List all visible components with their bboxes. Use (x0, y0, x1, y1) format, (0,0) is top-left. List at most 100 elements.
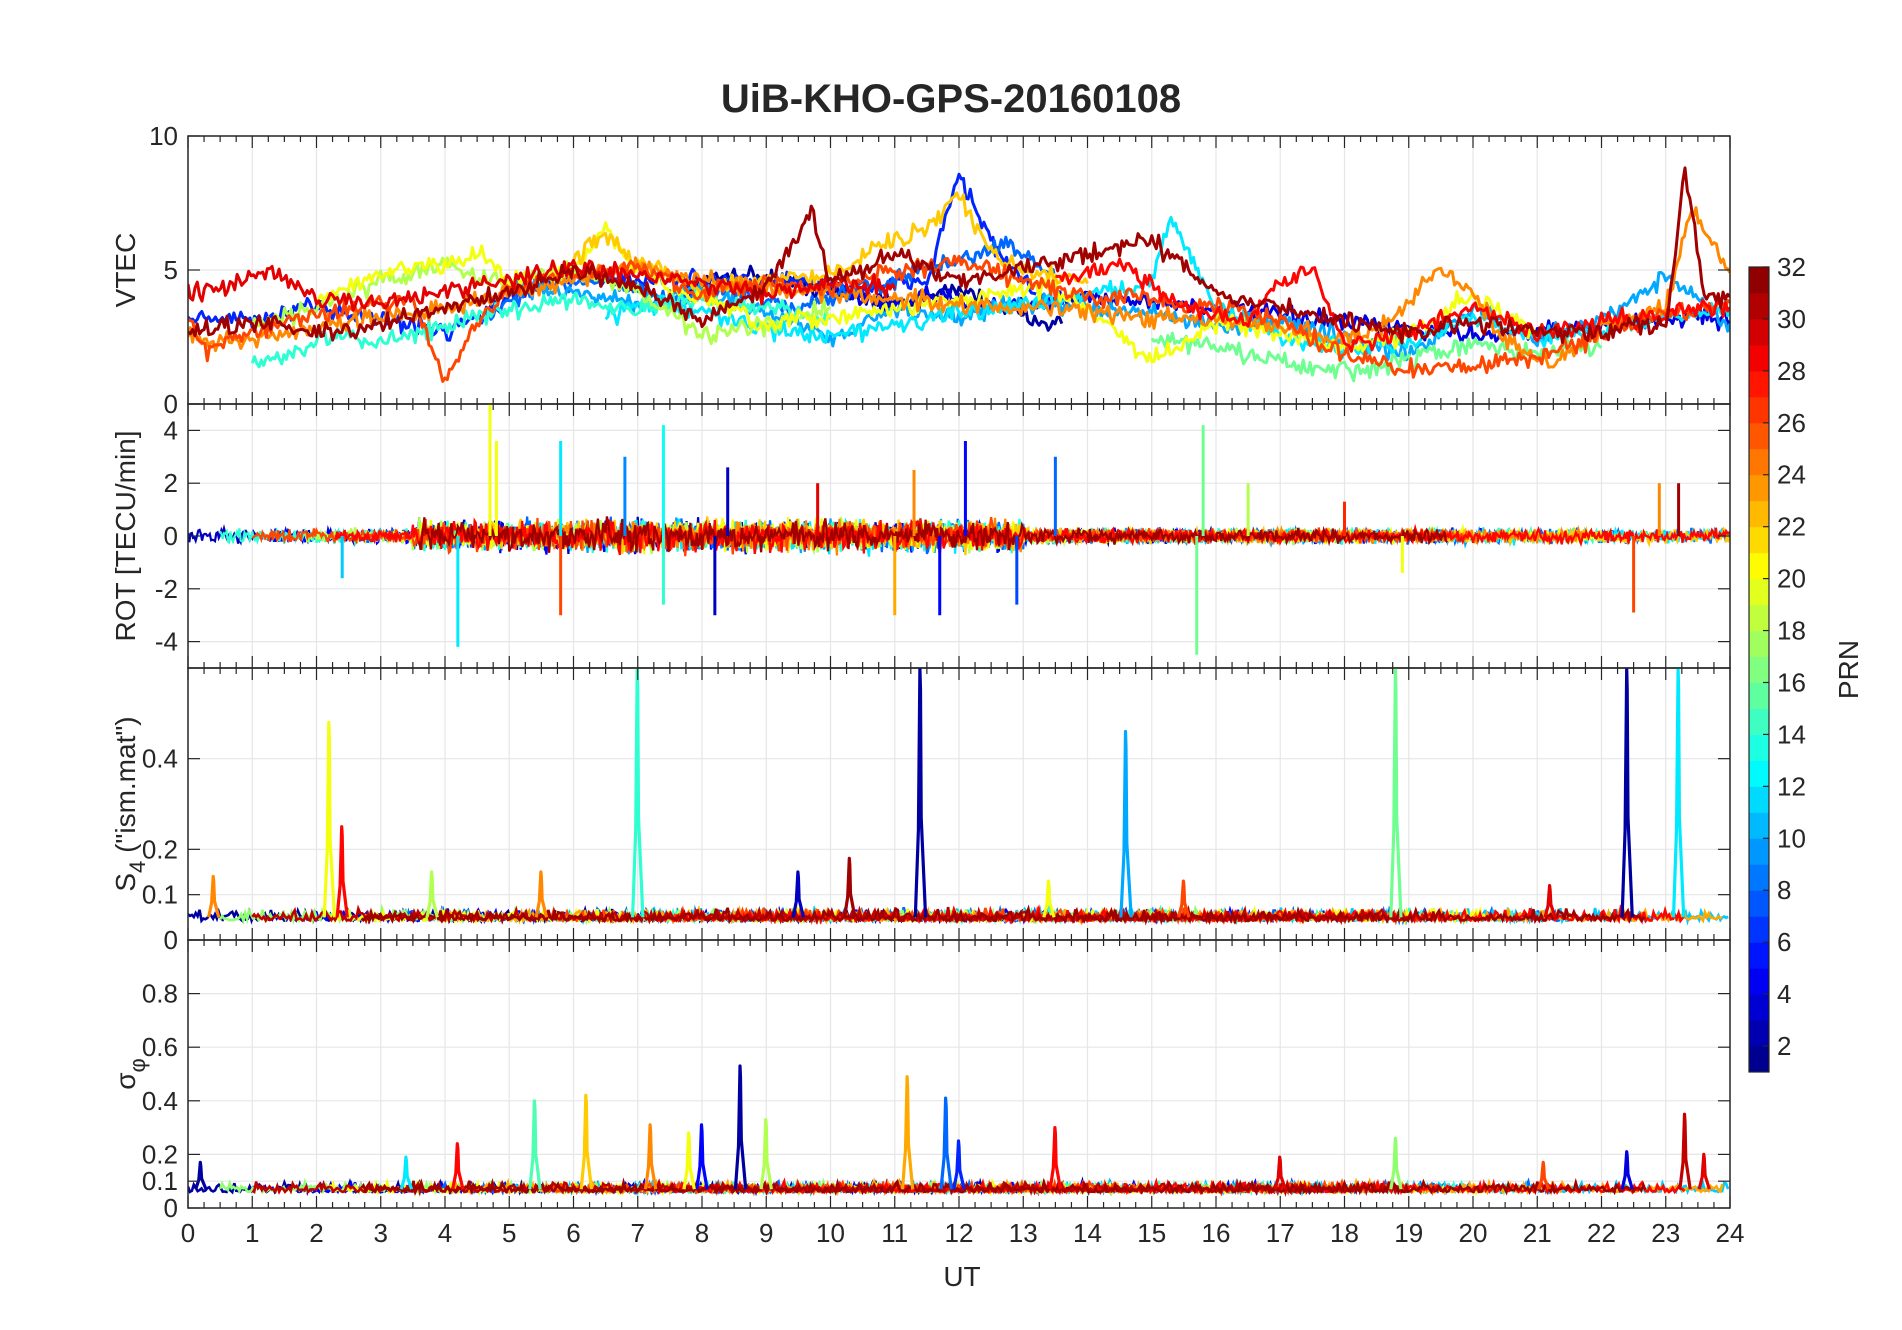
panel-3: 0 0.1 0.2 0.4S4 ("ism.mat") (110, 667, 1731, 955)
y-tick-label: 0.4 (142, 1086, 178, 1116)
colorbar-tick-label: 12 (1777, 771, 1806, 801)
x-tick-label: 15 (1137, 1218, 1166, 1248)
colorbar-tick-label: 30 (1777, 304, 1806, 334)
y-tick-label: 0 (164, 925, 178, 955)
colorbar-band (1749, 812, 1769, 839)
colorbar-tick-label: 24 (1777, 460, 1806, 490)
spike-prn-20 (322, 720, 337, 918)
spike-prn-12 (399, 1155, 414, 1190)
spike-prn-10 (1119, 729, 1133, 918)
x-tick-label: 12 (945, 1218, 974, 1248)
x-tick-label: 22 (1587, 1218, 1616, 1248)
colorbar-band (1749, 318, 1769, 346)
colorbar-band (1749, 396, 1769, 424)
y-axis-label: σφ (110, 1058, 150, 1090)
colorbar-band (1749, 344, 1769, 372)
x-tick-label: 1 (245, 1218, 259, 1248)
x-tick-label: 10 (816, 1218, 845, 1248)
series-prn-18 (250, 256, 832, 346)
rot-trace-prn-31 (418, 516, 1449, 554)
y-tick-label: 0 (164, 389, 178, 419)
x-tick-label: 13 (1009, 1218, 1038, 1248)
y-tick-label: 10 (149, 121, 178, 151)
y-tick-label: 2 (164, 468, 178, 498)
colorbar-band (1749, 968, 1769, 995)
panel-4: 00.10.2 0.4 0.6 0.8 σφ (110, 939, 1731, 1223)
spike-prn-15 (528, 1099, 542, 1190)
y-tick-label: 5 (164, 255, 178, 285)
x-tick-label: 23 (1651, 1218, 1680, 1248)
colorbar-band (1749, 630, 1769, 658)
y-tick-label: 0 (164, 521, 178, 551)
colorbar-tick-label: 16 (1777, 667, 1806, 697)
spike-prn-18 (425, 870, 439, 918)
y-tick-label: -2 (155, 574, 178, 604)
colorbar-tick-label: 18 (1777, 616, 1806, 646)
colorbar-band (1749, 916, 1769, 943)
colorbar-band (1749, 370, 1769, 398)
spike-prn-12 (1671, 668, 1686, 918)
x-tick-label: 14 (1073, 1218, 1102, 1248)
spike-prn-8 (939, 1096, 953, 1190)
spike-prn-4 (1620, 1150, 1634, 1190)
y-tick-label: 0.1 (142, 880, 178, 910)
y-tick-label: 0 (164, 1193, 178, 1223)
x-axis-label: UT (943, 1261, 980, 1292)
colorbar-band (1749, 448, 1769, 476)
x-tick-label: 9 (759, 1218, 773, 1248)
series-prn-26 (188, 254, 1730, 383)
spike-prn-18 (759, 1117, 773, 1190)
colorbar-band (1749, 838, 1769, 865)
spike-prn-23 (900, 1075, 915, 1190)
spike-prn-28 (1048, 1125, 1063, 1190)
spike-prn-2 (733, 1064, 748, 1190)
y-tick-label: 0.1 (142, 1166, 178, 1196)
colorbar-tick-label: 8 (1777, 875, 1791, 905)
colorbar-band (1749, 604, 1769, 632)
spike-prn-29 (1697, 1152, 1711, 1190)
chart-title: UiB-KHO-GPS-20160108 (721, 77, 1181, 121)
y-axis-label: S4 ("ism.mat") (110, 716, 150, 891)
y-tick-label: -4 (155, 627, 178, 657)
panel-2: -4 -2 0 2 4 ROT [TECU/min] (110, 403, 1731, 669)
colorbar-band (1749, 526, 1769, 554)
y-tick-label: 0.2 (142, 1139, 178, 1169)
colorbar-tick-label: 26 (1777, 408, 1806, 438)
x-tick-label: 7 (631, 1218, 645, 1248)
spike-prn-2 (1620, 668, 1634, 918)
colorbar-band (1749, 578, 1769, 606)
spike-prn-26 (1536, 1160, 1551, 1190)
colorbar-tick-label: 28 (1777, 356, 1806, 386)
y-axis-label: ROT [TECU/min] (110, 430, 141, 641)
spike-prn-28 (335, 825, 349, 918)
spike-prn-16 (1389, 668, 1403, 918)
series-prn-22 (572, 191, 1089, 299)
spike-prn-5 (695, 1123, 709, 1190)
x-tick-labels: 0 1 2 3 4 5 6 7 8 9 10 11 12 13 14 15 16 17 18 19 20 21 22 23 24 (181, 1218, 1745, 1248)
spike-prn-28 (451, 1142, 465, 1190)
spike-prn-29 (1273, 1155, 1287, 1190)
spike-prn-30 (1678, 1112, 1692, 1190)
baseline-trace-prn-31 (360, 1177, 1647, 1197)
colorbar-band (1749, 734, 1769, 761)
spike-prn-31 (843, 856, 857, 918)
y-axis-label: VTEC (110, 233, 141, 308)
x-tick-label: 20 (1459, 1218, 1488, 1248)
colorbar-tick-label: 14 (1777, 719, 1806, 749)
colorbar-band (1749, 422, 1769, 450)
y-tick-label: 0.8 (142, 979, 178, 1009)
x-tick-label: 2 (309, 1218, 323, 1248)
x-tick-label: 6 (566, 1218, 580, 1248)
colorbar-band (1749, 292, 1769, 320)
x-tick-label: 8 (695, 1218, 709, 1248)
series-prn-20 (315, 221, 1538, 364)
grid (187, 940, 1731, 1209)
colorbar-label: PRN (1833, 640, 1864, 699)
x-tick-label: 0 (181, 1218, 195, 1248)
colorbar-tick-label: 6 (1777, 927, 1791, 957)
colorbar-band (1749, 682, 1769, 709)
panel-1: 0 5 10 VTEC (110, 121, 1731, 419)
x-tick-label: 3 (374, 1218, 388, 1248)
